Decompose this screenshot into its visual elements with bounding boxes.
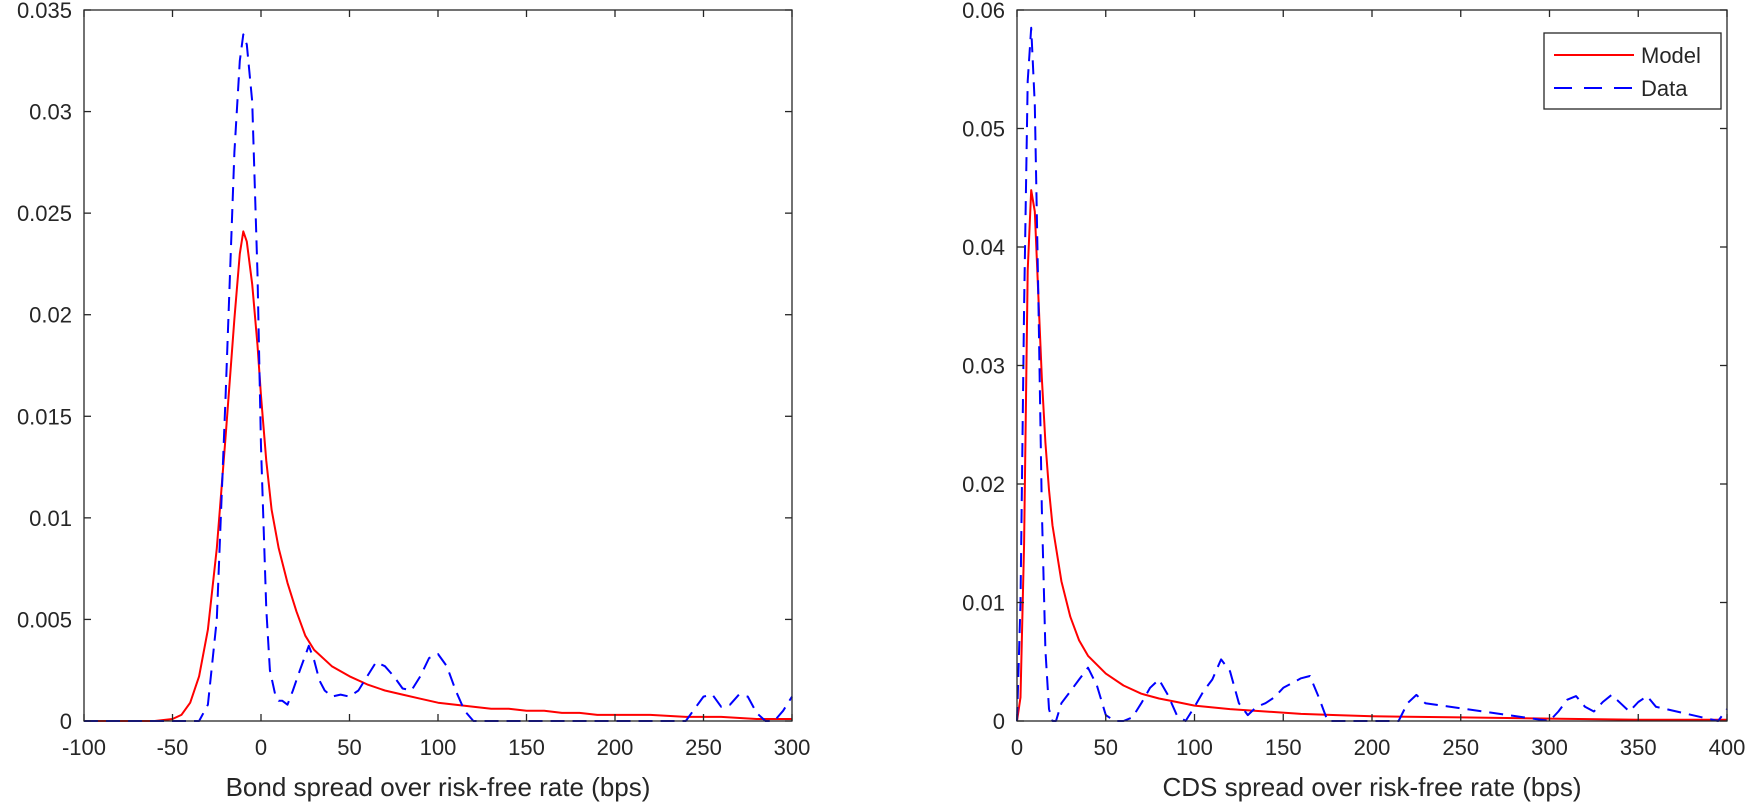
cds-spread-panel: 0 50 100 150 200 250 300 350 400 0 0.01 0.02 0.03 0.0… xyxy=(962,0,1745,802)
series-line-data xyxy=(84,33,793,722)
y-tick-label: 0.02 xyxy=(962,472,1005,497)
axes-frame xyxy=(1016,9,1728,722)
x-axis-label: CDS spread over risk-free rate (bps) xyxy=(1162,772,1581,802)
x-tick-label: 200 xyxy=(1354,735,1391,760)
x-tick-label: 350 xyxy=(1620,735,1657,760)
x-tick-label: 150 xyxy=(1265,735,1302,760)
x-tick-label: 300 xyxy=(774,735,811,760)
y-tick-label: 0.02 xyxy=(29,303,72,328)
y-tick-label: 0.01 xyxy=(962,591,1005,616)
y-tick-label: 0.01 xyxy=(29,506,72,531)
x-tick-label: 250 xyxy=(685,735,722,760)
x-tick-label: -50 xyxy=(157,735,189,760)
bond-spread-panel: -100 -50 0 50 100 150 200 250 300 0 0.005 0.01 0.015… xyxy=(17,0,810,802)
y-tick-label: 0.03 xyxy=(962,354,1005,379)
series-line-model xyxy=(84,230,792,722)
x-tick-label: 400 xyxy=(1709,735,1746,760)
axes-frame xyxy=(83,9,793,722)
series-line-model xyxy=(1016,189,1727,722)
x-tick-label: -100 xyxy=(62,735,106,760)
y-tick-label: 0.025 xyxy=(17,201,72,226)
legend-label-data: Data xyxy=(1641,76,1688,101)
x-tick-label: 50 xyxy=(337,735,361,760)
legend-label-model: Model xyxy=(1641,43,1701,68)
legend-box xyxy=(1543,32,1722,110)
x-tick-label: 0 xyxy=(1011,735,1023,760)
x-tick-label: 200 xyxy=(597,735,634,760)
y-tick-label: 0.06 xyxy=(962,0,1005,23)
y-tick-label: 0.04 xyxy=(962,235,1005,260)
y-tick-label: 0 xyxy=(993,709,1005,734)
y-tick-label: 0 xyxy=(60,709,72,734)
legend: Model Data xyxy=(1543,32,1722,110)
y-tick-label: 0.005 xyxy=(17,607,72,632)
y-tick-label: 0.015 xyxy=(17,404,72,429)
y-tick-label: 0.05 xyxy=(962,117,1005,142)
x-tick-label: 250 xyxy=(1442,735,1479,760)
y-tick-label: 0.035 xyxy=(17,0,72,23)
x-axis-label: Bond spread over risk-free rate (bps) xyxy=(226,772,651,802)
x-tick-label: 100 xyxy=(420,735,457,760)
series-line-data xyxy=(1016,26,1728,722)
y-tick-label: 0.03 xyxy=(29,100,72,125)
x-tick-label: 50 xyxy=(1094,735,1118,760)
x-tick-label: 0 xyxy=(255,735,267,760)
x-tick-label: 100 xyxy=(1176,735,1213,760)
x-tick-label: 300 xyxy=(1531,735,1568,760)
x-tick-label: 150 xyxy=(508,735,545,760)
